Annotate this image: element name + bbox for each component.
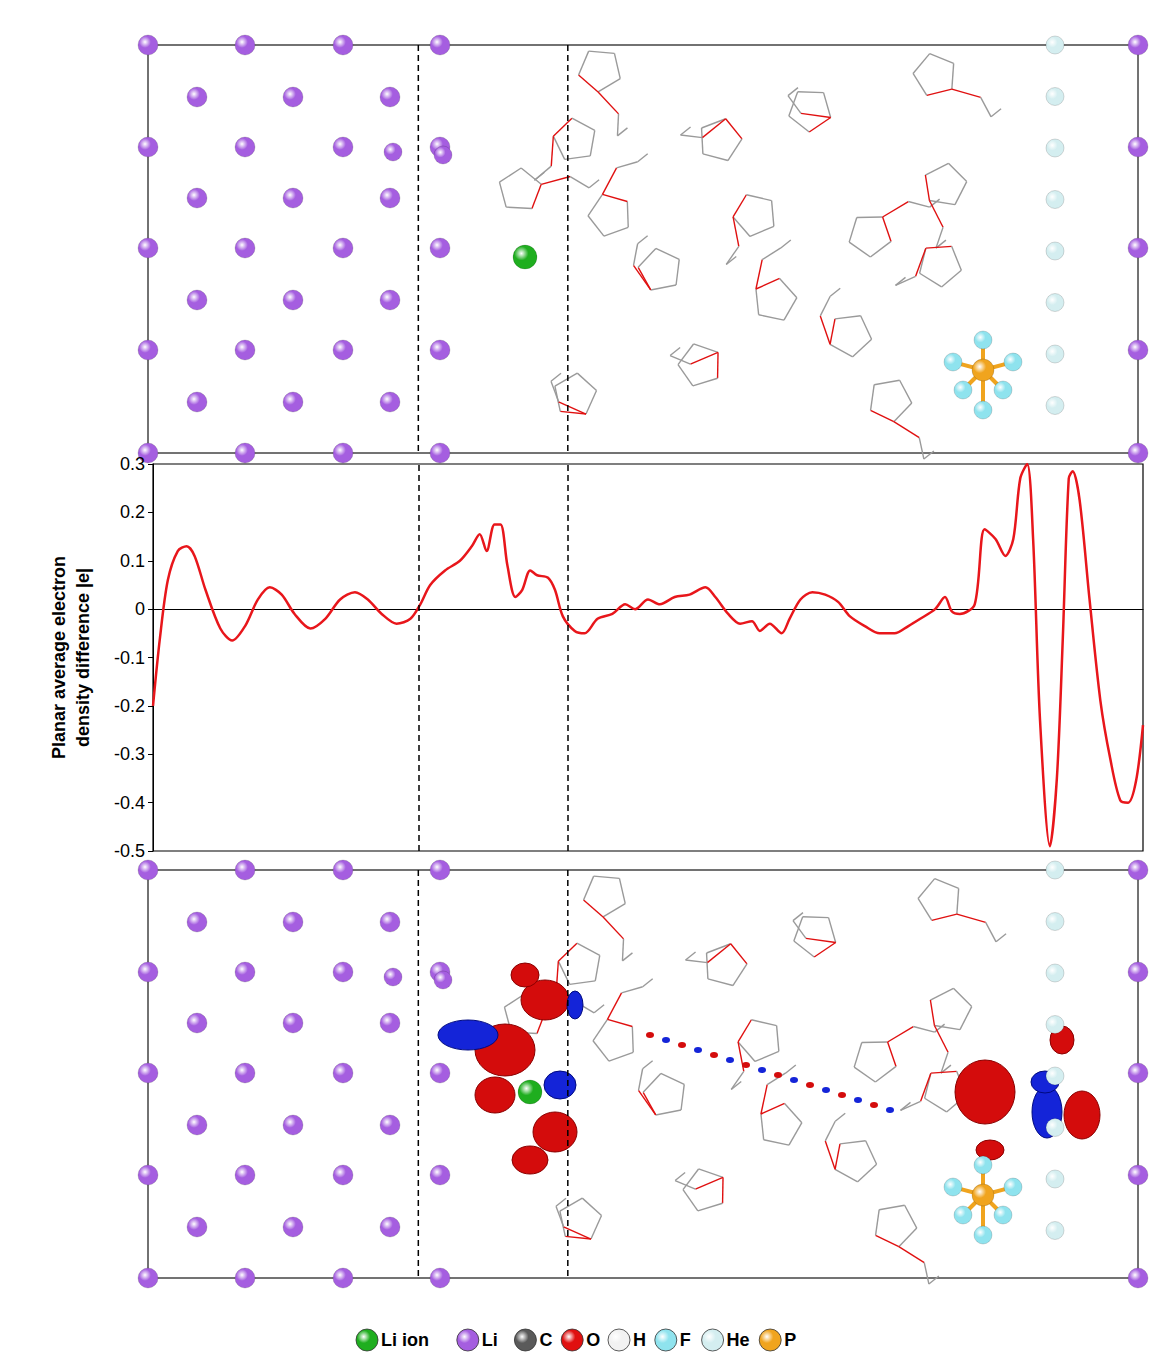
svg-text:0.1: 0.1 bbox=[120, 551, 145, 571]
svg-text:Li ion: Li ion bbox=[381, 1330, 429, 1350]
svg-text:-0.4: -0.4 bbox=[114, 793, 145, 813]
svg-text:O: O bbox=[586, 1330, 600, 1350]
svg-text:F: F bbox=[680, 1330, 691, 1350]
svg-text:-0.3: -0.3 bbox=[114, 744, 145, 764]
svg-text:-0.2: -0.2 bbox=[114, 696, 145, 716]
svg-text:0.3: 0.3 bbox=[120, 455, 145, 474]
svg-text:0: 0 bbox=[135, 599, 145, 619]
svg-text:He: He bbox=[727, 1330, 750, 1350]
svg-text:H: H bbox=[633, 1330, 646, 1350]
svg-text:C: C bbox=[539, 1330, 552, 1350]
svg-text:-0.1: -0.1 bbox=[114, 648, 145, 668]
svg-text:Li: Li bbox=[482, 1330, 498, 1350]
svg-text:density difference |e|: density difference |e| bbox=[73, 568, 93, 747]
svg-text:-0.5: -0.5 bbox=[114, 841, 145, 861]
svg-text:0.2: 0.2 bbox=[120, 502, 145, 522]
svg-text:P: P bbox=[784, 1330, 796, 1350]
svg-text:Planar average electron: Planar average electron bbox=[49, 556, 69, 759]
